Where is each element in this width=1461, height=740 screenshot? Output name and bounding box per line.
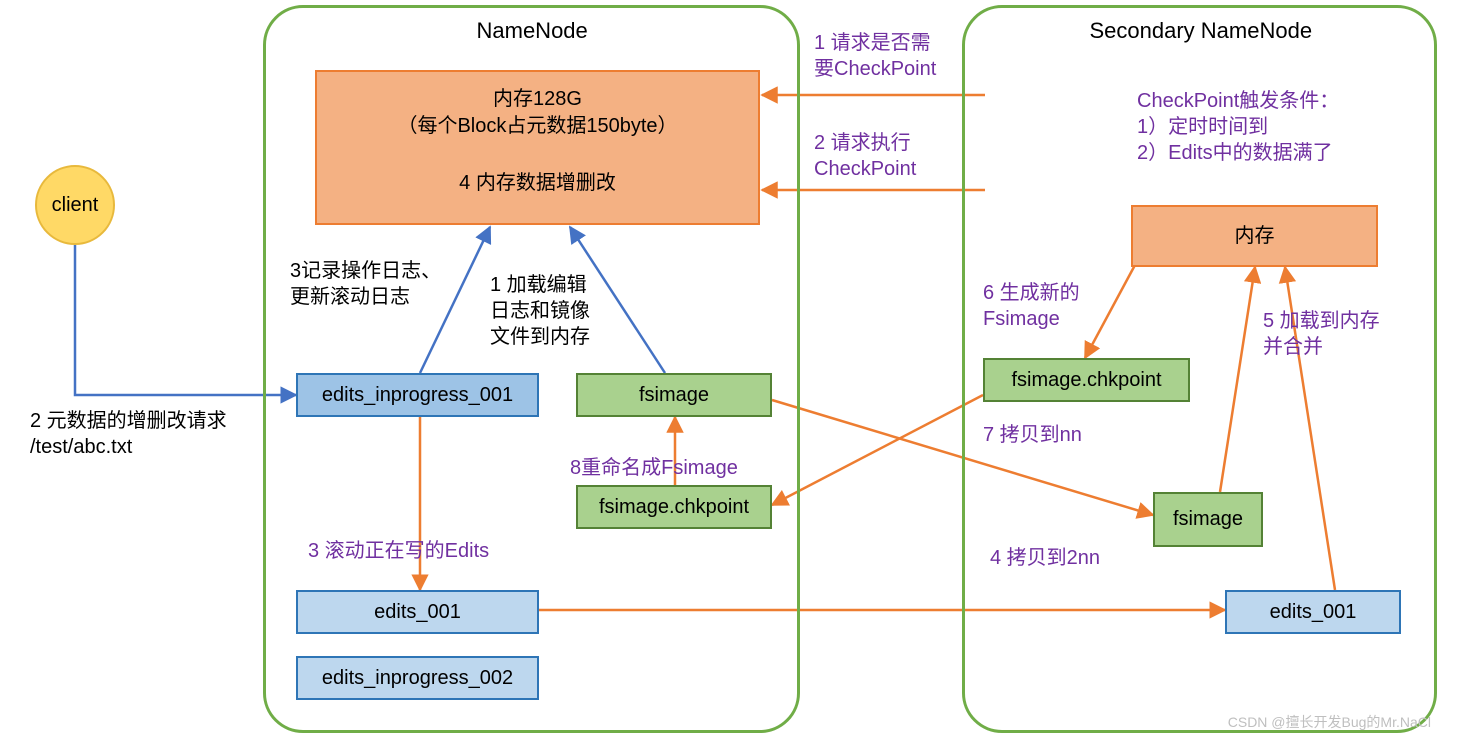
label-1: /test/abc.txt (30, 434, 132, 460)
label-4: 3 滚动正在写的Edits (308, 538, 489, 564)
mem-line1: 内存128G (493, 86, 582, 113)
mem-line3: 4 内存数据增删改 (459, 170, 616, 197)
client-node: client (35, 165, 115, 245)
fsimage-chkpoint-box-nn: fsimage.chkpoint (576, 485, 772, 529)
label-3: 1 加载编辑 日志和镜像 文件到内存 (490, 272, 590, 350)
secondary-memory-box: 内存 (1131, 205, 1378, 267)
secondary-title: Secondary NameNode (1090, 17, 1313, 46)
label-9: 5 加载到内存 并合并 (1263, 308, 1380, 360)
label-8: 6 生成新的 Fsimage (983, 280, 1080, 332)
fsimage-box-nn: fsimage (576, 373, 772, 417)
label-12: CheckPoint触发条件： 1）定时时间到 2）Edits中的数据满了 (1137, 88, 1339, 166)
fsimage-chkpoint-box-sn: fsimage.chkpoint (983, 358, 1190, 402)
label-0: 2 元数据的增删改请求 (30, 408, 227, 434)
edits-inprogress-002-box: edits_inprogress_002 (296, 656, 539, 700)
edge-chkpt_sn_to_nn (772, 395, 983, 505)
label-2: 3记录操作日志、 更新滚动日志 (290, 258, 441, 310)
edits-001-box-sn: edits_001 (1225, 590, 1401, 634)
edits-inprogress-001-box: edits_inprogress_001 (296, 373, 539, 417)
label-7: 2 请求执行 CheckPoint (814, 130, 916, 182)
namenode-title: NameNode (477, 17, 588, 46)
label-11: 4 拷贝到2nn (990, 545, 1100, 571)
label-10: 7 拷贝到nn (983, 422, 1082, 448)
mem-line2: （每个Block占元数据150byte） (397, 113, 677, 140)
edits-001-box-nn: edits_001 (296, 590, 539, 634)
label-6: 1 请求是否需 要CheckPoint (814, 30, 936, 82)
fsimage-box-sn: fsimage (1153, 492, 1263, 547)
label-5: 8重命名成Fsimage (570, 455, 738, 481)
namenode-memory-box: 内存128G （每个Block占元数据150byte） 4 内存数据增删改 (315, 70, 760, 225)
client-label: client (52, 192, 99, 219)
watermark: CSDN @擅长开发Bug的Mr.NaCl (1228, 712, 1431, 732)
